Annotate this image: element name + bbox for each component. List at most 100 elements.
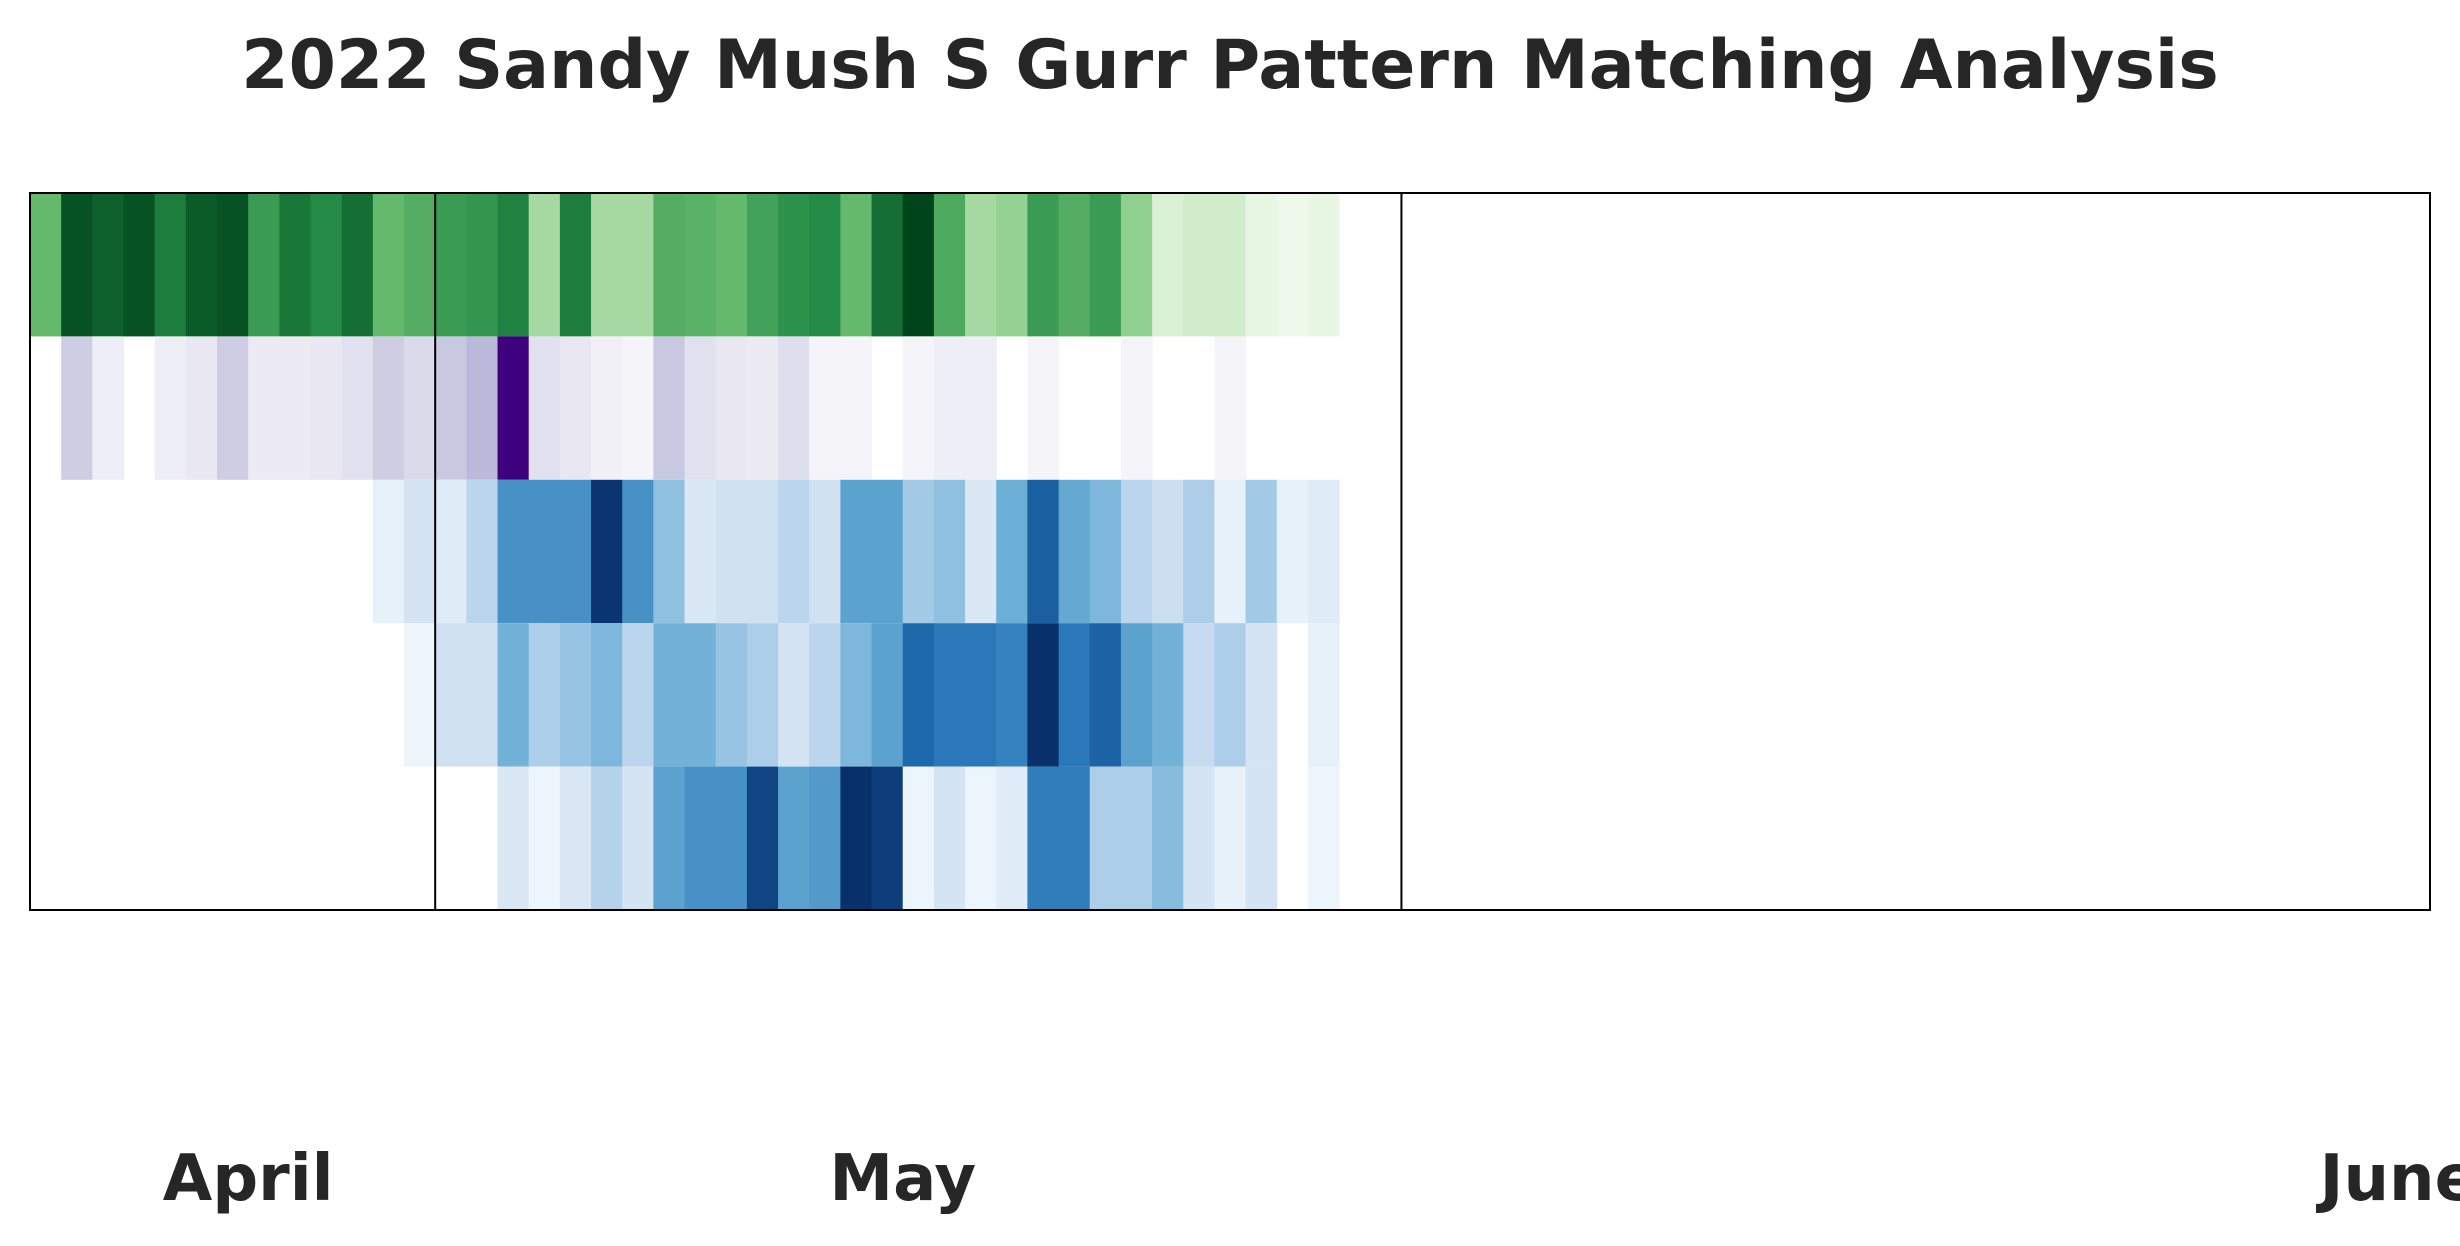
heatmap-cell [809,623,841,767]
heatmap-cell [1120,479,1153,624]
heatmap-cell [933,336,966,480]
heatmap-cell [92,336,125,480]
heatmap-cell [310,336,343,480]
heatmap-cell [902,193,935,337]
heatmap-cell [1120,336,1153,480]
heatmap-cell [778,766,810,910]
heatmap-cell [185,193,218,337]
heatmap-cell [684,623,717,767]
heatmap-cell [591,766,623,910]
heatmap-cell [1027,336,1060,480]
heatmap-cell [933,193,966,337]
heatmap-cell [684,193,717,337]
heatmap-cell [154,336,187,480]
heatmap-cell [871,193,904,337]
heatmap-cell [1152,193,1184,337]
heatmap-cell [1027,766,1060,910]
heatmap-cell [30,193,62,337]
heatmap-cell [497,193,530,337]
heatmap-cell [61,336,93,480]
heatmap-cell [809,336,841,480]
heatmap-cell [840,193,873,337]
heatmap-cell [840,336,873,480]
plot-frame [29,192,2431,911]
heatmap-cell [591,336,623,480]
heatmap-cell [1183,193,1216,337]
heatmap-cell [1307,766,1340,910]
heatmap-cell [965,766,997,910]
month-labels: April May June [163,1142,2460,1216]
heatmap-cell [559,623,592,767]
heatmap-cell [809,766,841,910]
heatmap-cell [746,766,779,910]
heatmap-cell [248,336,280,480]
heatmap-cell [1276,193,1309,337]
heatmap-cell [965,193,997,337]
heatmap-cell [746,623,779,767]
heatmap-cell [1058,766,1091,910]
heatmap-cell [1027,479,1060,624]
heatmap-cell [684,766,717,910]
heatmap-cell [372,193,405,337]
heatmap-cell [404,479,436,624]
heatmap-cell [684,336,717,480]
heatmap-cell [1120,766,1153,910]
heatmap-cell [372,479,405,624]
heatmap-cell [871,479,904,624]
heatmap-cell [1058,193,1091,337]
heatmap-cell [622,336,654,480]
heatmap-cell [559,479,592,624]
heatmap-cell [435,336,467,480]
heatmap-cell [1214,766,1247,910]
heatmap-cell [1183,623,1216,767]
heatmap-cell [902,623,935,767]
heatmap-cell [1058,623,1091,767]
heatmap-cell [653,336,686,480]
heatmap-cell [1214,336,1247,480]
heatmap-cell [715,193,748,337]
heatmap-cell [466,193,499,337]
heatmap-cell [715,479,748,624]
heatmap-cell [1027,623,1060,767]
heatmap-cell [1307,479,1340,624]
heatmap-cell [809,193,841,337]
heatmap-cell [996,479,1028,624]
heatmap-cell [965,479,997,624]
heatmap-cell [715,623,748,767]
heatmap-cell [341,336,374,480]
heatmap-cell [497,766,530,910]
heatmap-cell [902,479,935,624]
heatmap-cell [591,479,623,624]
heatmap-cell [404,336,436,480]
month-label: May [829,1142,976,1216]
heatmap-cell [778,479,810,624]
heatmap-cell [559,336,592,480]
heatmap-cell [435,479,467,624]
heatmap-cell [466,479,499,624]
heatmap-cell [217,193,249,337]
heatmap-cell [466,336,499,480]
heatmap-cell [871,623,904,767]
heatmap-cell [217,336,249,480]
heatmap-cell [279,336,312,480]
heatmap-cell [778,193,810,337]
heatmap-cell [622,623,654,767]
heatmap-cell [61,193,93,337]
heatmap-cell [1307,623,1340,767]
heatmap-cells [30,193,1340,910]
heatmap-cell [1183,766,1216,910]
heatmap-cell [1245,623,1278,767]
heatmap-cell [902,766,935,910]
heatmap-cell [497,623,530,767]
heatmap-cell [622,766,654,910]
heatmap-cell [1214,193,1247,337]
heatmap-cell [497,479,530,624]
heatmap-cell [310,193,343,337]
heatmap-cell [1214,479,1247,624]
heatmap-cell [559,193,592,337]
heatmap-cell [684,479,717,624]
heatmap-cell [965,336,997,480]
month-label: April [163,1142,334,1216]
heatmap-cell [1245,766,1278,910]
